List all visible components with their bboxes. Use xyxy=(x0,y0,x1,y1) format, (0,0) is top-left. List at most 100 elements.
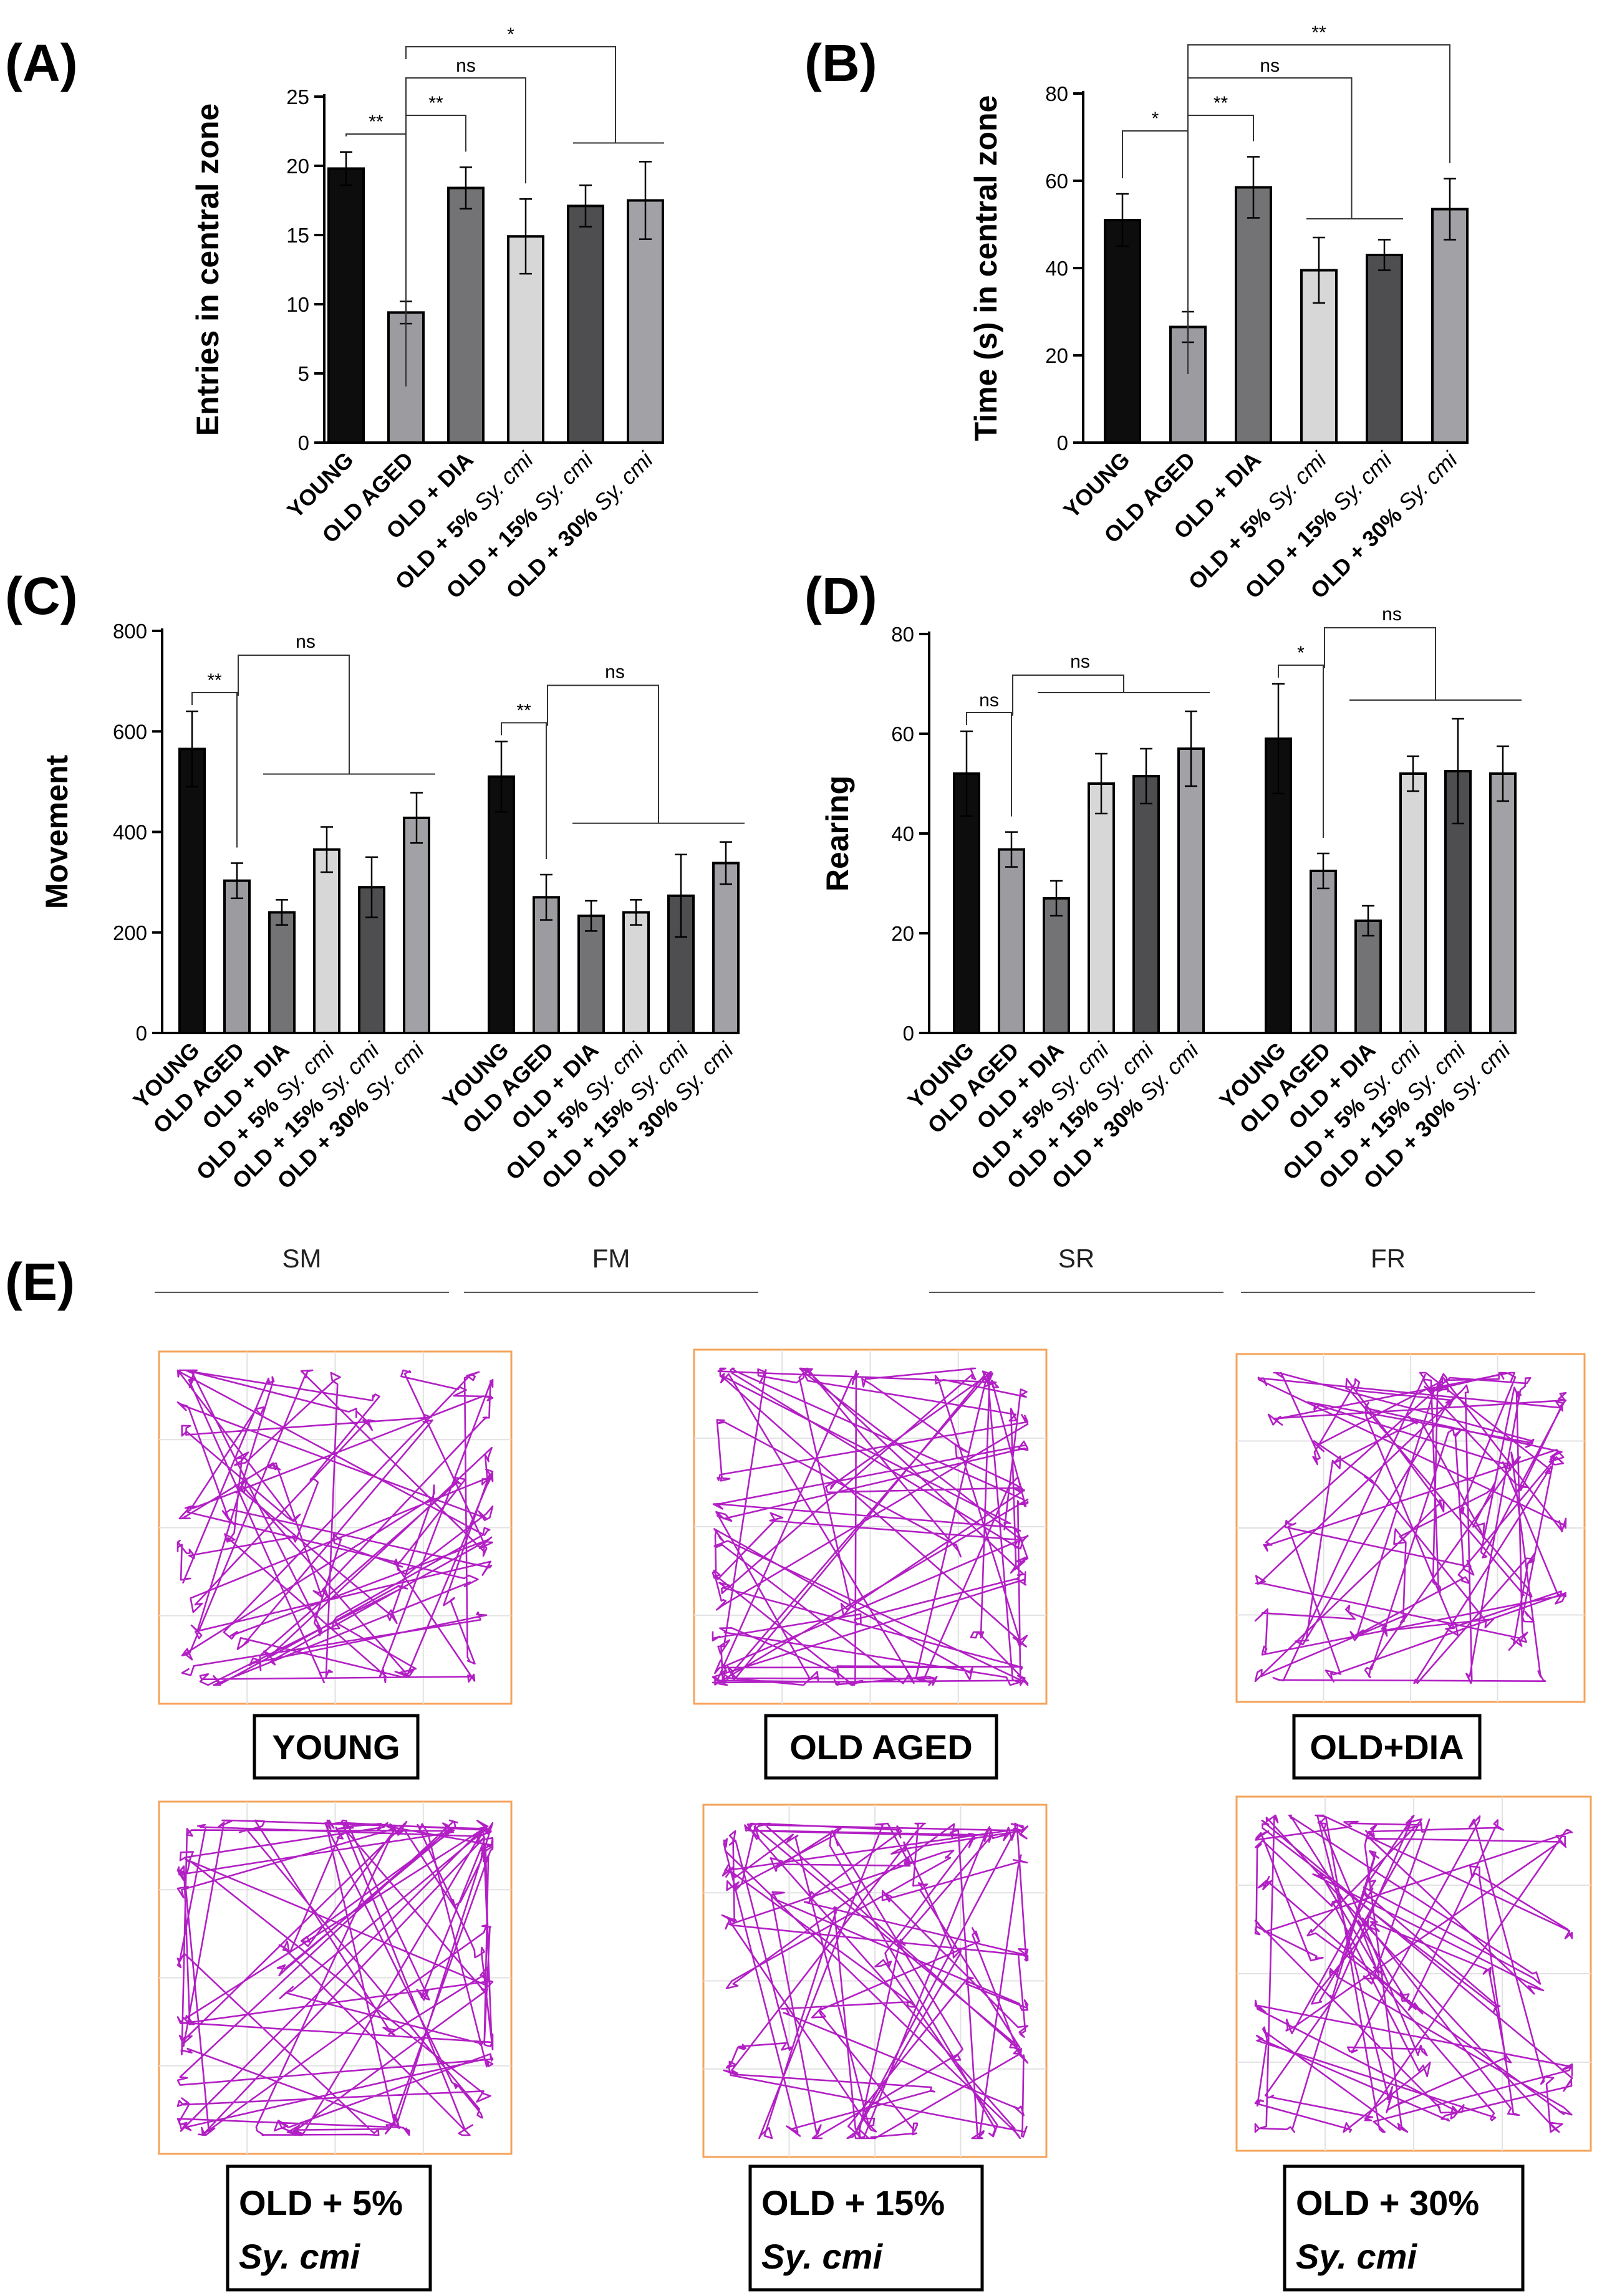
group-sublabel: Sy. cmi xyxy=(1296,2237,1417,2276)
sig-label: ** xyxy=(369,112,384,132)
bar-A-main-2 xyxy=(447,186,485,444)
bar-A-main-4 xyxy=(567,204,604,444)
bar-B-main-0 xyxy=(1104,219,1141,444)
sig-bracket xyxy=(238,655,350,774)
track-panel-0: YOUNG xyxy=(158,1350,513,1780)
sig-label: * xyxy=(1297,643,1305,663)
movement-trace xyxy=(1254,1371,1567,1684)
section-label: FR xyxy=(1371,1244,1406,1273)
y-tick-label: 0 xyxy=(298,431,309,454)
section-label: SR xyxy=(1058,1244,1094,1273)
y-tick-label: 60 xyxy=(1045,170,1068,193)
panel-label-d: (D) xyxy=(804,567,877,625)
track-panel-1: OLD AGED xyxy=(693,1348,1048,1780)
bar-D-SR-5 xyxy=(1177,747,1205,1034)
bar-B-main-5 xyxy=(1431,208,1469,444)
sig-bracket xyxy=(405,46,616,143)
bar-D-SR-4 xyxy=(1132,775,1160,1034)
panel-label-a: (A) xyxy=(5,34,78,92)
sig-label: ns xyxy=(1070,651,1090,672)
bar-D-FR-3 xyxy=(1399,772,1427,1034)
section-label: SM xyxy=(282,1244,322,1273)
y-tick-label: 20 xyxy=(891,922,914,945)
sig-label: ns xyxy=(456,55,476,76)
group-sublabel: Sy. cmi xyxy=(761,2237,883,2276)
sig-bracket xyxy=(1324,627,1436,700)
sig-bracket xyxy=(1278,665,1324,838)
group-label: OLD + 30% xyxy=(1296,2183,1479,2222)
y-tick-label: 0 xyxy=(1057,431,1068,454)
sig-label: ns xyxy=(1260,55,1280,76)
sig-label: ** xyxy=(428,93,443,113)
y-axis-label: Rearing xyxy=(820,776,855,891)
sig-label: ** xyxy=(1214,93,1228,113)
y-tick-label: 15 xyxy=(286,224,309,247)
bar-D-SR-0 xyxy=(953,772,980,1034)
y-axis-label: Entries in central zone xyxy=(190,103,225,436)
y-tick-label: 5 xyxy=(298,362,309,385)
y-tick-label: 0 xyxy=(903,1022,914,1045)
y-tick-label: 40 xyxy=(891,822,914,845)
y-tick-label: 80 xyxy=(891,623,914,646)
section-label: FM xyxy=(592,1244,630,1273)
sig-bracket xyxy=(547,684,659,824)
y-tick-label: 60 xyxy=(891,723,914,746)
sig-label: * xyxy=(507,24,514,45)
group-label-box xyxy=(764,1714,998,1780)
bar-C-SM-1 xyxy=(223,879,251,1035)
group-label: OLD + 5% xyxy=(239,2183,403,2222)
bar-D-SR-2 xyxy=(1043,897,1070,1034)
sig-bracket xyxy=(966,712,1012,817)
sig-label: ** xyxy=(1311,22,1326,43)
y-tick-label: 20 xyxy=(286,155,309,178)
group-label: OLD+DIA xyxy=(1310,1727,1464,1767)
group-label: OLD AGED xyxy=(789,1727,972,1767)
group-label-box xyxy=(1292,1714,1482,1780)
bar-C-FM-2 xyxy=(577,915,605,1035)
bar-D-SR-1 xyxy=(998,848,1025,1034)
sig-label: ns xyxy=(1382,604,1402,625)
y-tick-label: 200 xyxy=(113,921,147,944)
track-panel-5: OLD + 30% Sy. cmi xyxy=(1235,1795,1592,2292)
sig-label: ns xyxy=(979,690,999,711)
bar-D-FR-5 xyxy=(1489,772,1517,1034)
track-panel-3: OLD + 5% Sy. cmi xyxy=(158,1800,513,2292)
movement-trace xyxy=(1254,1814,1573,2133)
sig-bracket xyxy=(501,722,547,860)
y-tick-label: 20 xyxy=(1045,344,1068,367)
bar-C-SM-3 xyxy=(313,848,340,1034)
bar-C-SM-0 xyxy=(178,747,206,1034)
group-label-box xyxy=(748,2164,984,2292)
y-axis-label: Time (s) in central zone xyxy=(968,95,1003,441)
movement-trace xyxy=(712,1367,1029,1686)
y-tick-label: 25 xyxy=(286,85,309,108)
bar-A-main-5 xyxy=(627,199,664,444)
group-label-box xyxy=(226,2164,432,2292)
group-label: YOUNG xyxy=(272,1727,400,1767)
bar-C-FM-0 xyxy=(488,775,515,1034)
bar-B-main-2 xyxy=(1235,186,1272,444)
y-tick-label: 800 xyxy=(113,620,147,643)
track-panel-4: OLD + 15% Sy. cmi xyxy=(702,1804,1048,2292)
sig-bracket xyxy=(1012,675,1124,716)
group-label-box xyxy=(253,1714,420,1780)
bar-C-FM-5 xyxy=(712,862,740,1035)
sig-label: ns xyxy=(296,632,316,652)
bar-C-SM-5 xyxy=(403,816,430,1035)
bar-D-SR-3 xyxy=(1088,782,1115,1034)
y-tick-label: 400 xyxy=(113,821,147,844)
movement-trace xyxy=(721,1822,1029,2140)
bar-B-main-4 xyxy=(1366,254,1403,444)
y-tick-label: 10 xyxy=(286,293,309,316)
sig-label: * xyxy=(1152,108,1159,129)
bar-D-FR-1 xyxy=(1310,870,1337,1034)
y-axis-label: Movement xyxy=(39,755,74,910)
bar-D-FR-2 xyxy=(1354,920,1382,1034)
group-sublabel: Sy. cmi xyxy=(239,2237,360,2276)
bar-C-SM-2 xyxy=(268,911,296,1034)
